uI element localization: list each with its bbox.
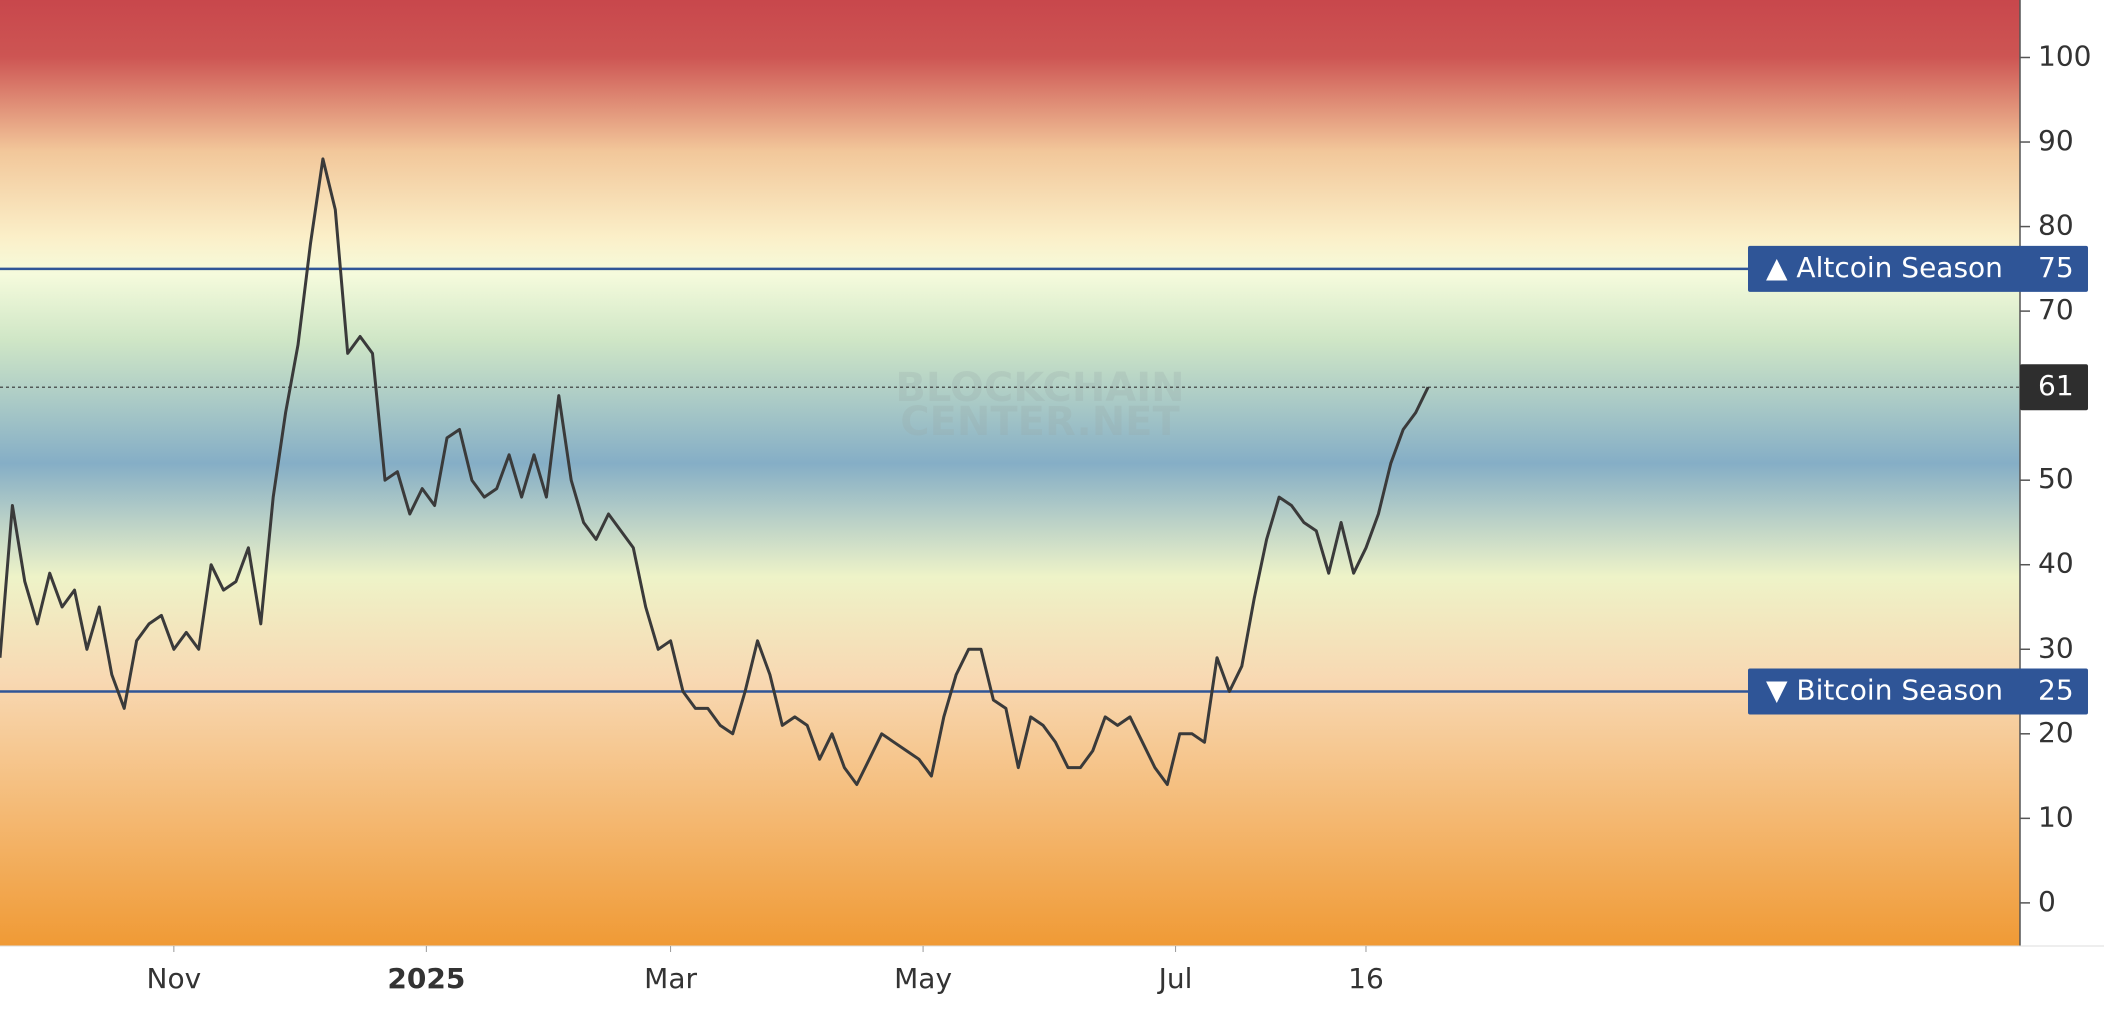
y-tick-label: 80: [2038, 209, 2074, 242]
y-tick-label: 0: [2038, 885, 2056, 918]
level-badge: [1748, 668, 2088, 715]
y-tick-label: 50: [2038, 462, 2074, 495]
x-tick-label: 2025: [387, 962, 465, 995]
y-tick-label: 20: [2038, 716, 2074, 749]
y-tick-label: 70: [2038, 293, 2074, 326]
x-tick-label: Nov: [147, 962, 202, 995]
last-value-label: 61: [2038, 369, 2074, 402]
index-line: [0, 157, 1430, 786]
y-tick-label: 30: [2038, 631, 2074, 664]
watermark: BLOCKCHAIN: [895, 365, 1184, 411]
level-label: ▲ Altcoin Season: [1766, 251, 2003, 284]
y-tick-label: 90: [2038, 124, 2074, 157]
x-tick-label: Jul: [1157, 962, 1193, 995]
plot-background: [0, 0, 2020, 946]
level-badge: [1748, 245, 2088, 292]
y-tick-label: 100: [2038, 39, 2091, 72]
x-tick-label: May: [894, 962, 952, 995]
level-label: ▼ Bitcoin Season: [1766, 674, 2003, 707]
level-value: 25: [2038, 674, 2074, 707]
y-tick-label: 10: [2038, 800, 2074, 833]
level-value: 75: [2038, 251, 2074, 284]
x-tick-label: 16: [1348, 962, 1384, 995]
x-tick-label: Mar: [644, 962, 697, 995]
watermark: CENTER.NET: [900, 399, 1180, 445]
last-value-badge: [2020, 364, 2088, 411]
y-tick-label: 40: [2038, 547, 2074, 580]
